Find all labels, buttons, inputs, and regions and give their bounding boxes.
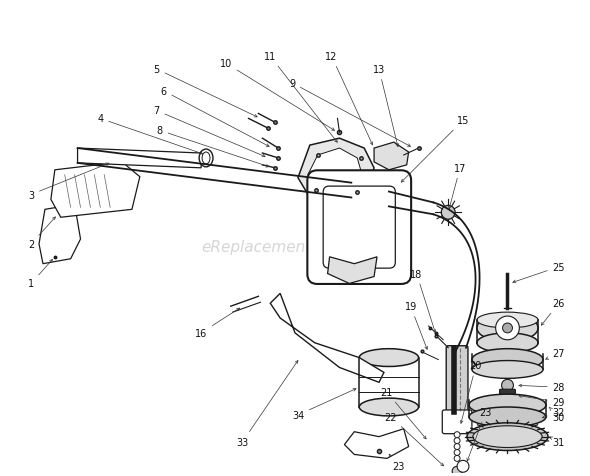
Ellipse shape xyxy=(477,333,538,353)
Text: 27: 27 xyxy=(546,348,565,359)
Text: 33: 33 xyxy=(237,361,298,446)
Text: 4: 4 xyxy=(97,114,203,155)
Text: 7: 7 xyxy=(153,106,265,158)
Ellipse shape xyxy=(199,150,213,168)
Circle shape xyxy=(454,456,460,461)
Circle shape xyxy=(452,466,462,476)
Ellipse shape xyxy=(469,407,546,427)
Polygon shape xyxy=(51,162,140,218)
FancyBboxPatch shape xyxy=(442,410,472,434)
Text: 17: 17 xyxy=(448,163,466,209)
Ellipse shape xyxy=(469,394,546,416)
FancyBboxPatch shape xyxy=(500,389,516,401)
Circle shape xyxy=(454,432,460,438)
Polygon shape xyxy=(327,257,377,284)
Text: 2: 2 xyxy=(28,218,55,249)
Text: eReplacementParts.com: eReplacementParts.com xyxy=(202,240,388,255)
FancyBboxPatch shape xyxy=(307,171,411,284)
Text: 20: 20 xyxy=(460,361,482,424)
Text: 22: 22 xyxy=(385,412,444,466)
Ellipse shape xyxy=(477,315,538,342)
Text: 15: 15 xyxy=(401,116,469,183)
Text: 19: 19 xyxy=(405,302,428,349)
FancyBboxPatch shape xyxy=(323,187,395,268)
Text: 9: 9 xyxy=(289,79,411,147)
Text: 26: 26 xyxy=(542,298,565,326)
Text: 12: 12 xyxy=(325,52,373,146)
Text: 11: 11 xyxy=(264,52,337,143)
Ellipse shape xyxy=(472,361,543,378)
Circle shape xyxy=(394,437,404,446)
Circle shape xyxy=(441,206,455,220)
Circle shape xyxy=(454,438,460,444)
Ellipse shape xyxy=(359,349,418,367)
Text: 31: 31 xyxy=(550,436,565,446)
Text: 16: 16 xyxy=(195,308,240,338)
Text: 6: 6 xyxy=(160,87,269,147)
FancyBboxPatch shape xyxy=(446,346,468,414)
Circle shape xyxy=(457,460,469,472)
Text: 30: 30 xyxy=(549,407,565,422)
Polygon shape xyxy=(345,429,409,458)
Ellipse shape xyxy=(472,349,543,371)
Text: 5: 5 xyxy=(153,65,257,118)
Circle shape xyxy=(503,323,513,333)
Circle shape xyxy=(454,449,460,456)
Text: 13: 13 xyxy=(373,65,399,147)
Text: 18: 18 xyxy=(411,269,436,333)
Text: 21: 21 xyxy=(381,387,426,439)
Ellipse shape xyxy=(477,312,538,328)
Polygon shape xyxy=(308,149,361,196)
Text: 34: 34 xyxy=(292,389,356,420)
Polygon shape xyxy=(298,139,374,205)
Text: 8: 8 xyxy=(156,126,269,168)
Polygon shape xyxy=(270,294,384,383)
Circle shape xyxy=(496,317,519,340)
Text: 29: 29 xyxy=(519,395,565,407)
Text: 28: 28 xyxy=(519,382,565,392)
Polygon shape xyxy=(39,205,80,264)
Ellipse shape xyxy=(467,423,548,451)
Text: 25: 25 xyxy=(513,262,565,283)
Polygon shape xyxy=(77,149,201,169)
Ellipse shape xyxy=(202,153,210,165)
Text: 10: 10 xyxy=(219,59,335,131)
Text: 3: 3 xyxy=(28,164,109,200)
Text: 23: 23 xyxy=(389,454,405,471)
Ellipse shape xyxy=(473,426,542,447)
Text: 1: 1 xyxy=(28,260,53,289)
Circle shape xyxy=(502,379,513,391)
Text: 23: 23 xyxy=(467,407,492,461)
Circle shape xyxy=(454,444,460,449)
Polygon shape xyxy=(374,143,409,170)
Text: 32: 32 xyxy=(542,407,565,418)
Ellipse shape xyxy=(359,398,418,416)
Text: 24: 24 xyxy=(0,475,1,476)
